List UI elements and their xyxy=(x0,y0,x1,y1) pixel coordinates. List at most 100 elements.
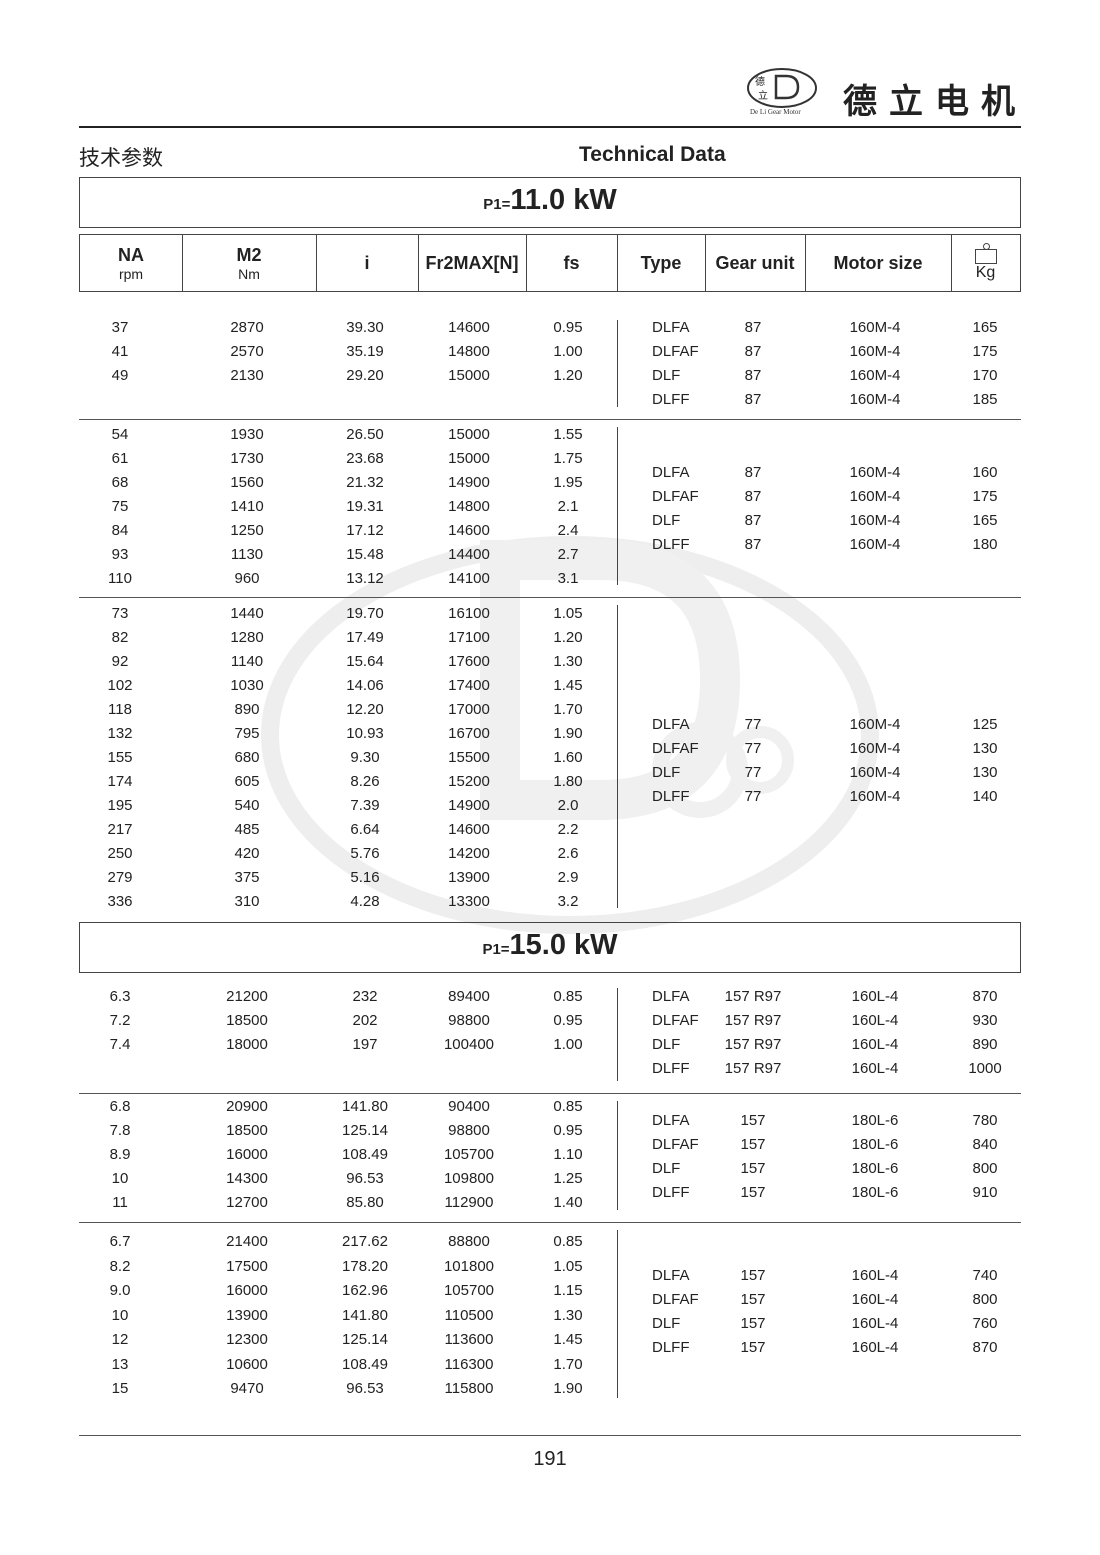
group-divider xyxy=(79,1222,1021,1223)
cell-fs: 2.4 xyxy=(557,522,579,539)
cell-gear-unit: 87 xyxy=(744,536,762,553)
cell-weight: 185 xyxy=(972,391,998,408)
cell-gear-unit: 157 xyxy=(740,1160,766,1177)
cell-weight: 165 xyxy=(972,512,998,529)
cell-m2: 18500 xyxy=(226,1012,268,1029)
cell-fr2max: 14900 xyxy=(448,797,490,814)
cell-fs: 3.1 xyxy=(557,570,579,587)
cell-gear-unit: 87 xyxy=(744,464,762,481)
cell-type: DLFF xyxy=(652,1060,690,1077)
cell-fr2max: 14400 xyxy=(448,546,490,563)
cell-motor-size: 160M-4 xyxy=(849,488,901,505)
cell-na: 13 xyxy=(111,1355,129,1373)
col-gear-unit: Gear unit xyxy=(705,235,806,291)
cell-weight: 890 xyxy=(972,1036,998,1053)
cell-gear-unit: 157 R97 xyxy=(724,1036,782,1053)
cell-na: 68 xyxy=(111,474,129,491)
cell-weight: 125 xyxy=(972,716,998,733)
cell-m2: 485 xyxy=(234,821,260,838)
cell-weight: 780 xyxy=(972,1112,998,1129)
cell-na: 82 xyxy=(111,629,129,646)
cell-fr2max: 14800 xyxy=(448,343,490,360)
cell-type: DLF xyxy=(652,367,681,384)
column-divider xyxy=(617,320,618,407)
power-banner-1: P1=11.0 kW xyxy=(79,177,1021,228)
cell-m2: 795 xyxy=(234,725,260,742)
cell-weight: 1000 xyxy=(968,1060,1002,1077)
cell-ratio: 4.28 xyxy=(350,893,380,910)
cell-motor-size: 160M-4 xyxy=(849,536,901,553)
cell-m2: 16000 xyxy=(226,1146,268,1163)
cell-motor-size: 160L-4 xyxy=(851,1339,899,1356)
cell-gear-unit: 157 xyxy=(740,1136,766,1153)
cell-m2: 21400 xyxy=(226,1233,268,1250)
cell-ratio: 125.14 xyxy=(342,1331,388,1348)
cell-type: DLFF xyxy=(652,788,690,805)
cell-fs: 2.9 xyxy=(557,869,579,886)
cell-na: 195 xyxy=(107,797,133,814)
cell-motor-size: 160L-4 xyxy=(851,1036,899,1053)
cell-motor-size: 160M-4 xyxy=(849,788,901,805)
power-value: 11.0 kW xyxy=(510,184,617,216)
cell-type: DLFA xyxy=(652,988,690,1005)
cell-na: 118 xyxy=(108,701,132,718)
weight-icon xyxy=(974,242,997,264)
cell-m2: 1140 xyxy=(230,653,264,670)
cell-fs: 1.95 xyxy=(553,474,583,491)
cell-m2: 1410 xyxy=(230,498,264,515)
cell-ratio: 125.14 xyxy=(342,1122,388,1139)
cell-weight: 130 xyxy=(972,740,998,757)
cell-fs: 0.95 xyxy=(553,319,583,336)
cell-fs: 1.05 xyxy=(553,1257,583,1275)
cell-na: 7.4 xyxy=(109,1036,131,1053)
cell-fs: 1.45 xyxy=(553,1331,583,1348)
cell-m2: 2570 xyxy=(230,343,264,360)
col-motor-size: Motor size xyxy=(805,235,952,291)
cell-ratio: 108.49 xyxy=(342,1355,388,1373)
cell-ratio: 35.19 xyxy=(346,343,384,360)
cell-ratio: 6.64 xyxy=(350,821,380,838)
cell-type: DLFF xyxy=(652,1339,690,1356)
cell-ratio: 5.76 xyxy=(350,845,380,862)
cell-fs: 1.00 xyxy=(553,343,583,360)
group-divider xyxy=(79,597,1021,598)
title-cn: 技术参数 xyxy=(79,147,163,170)
cell-fr2max: 110500 xyxy=(444,1306,494,1324)
cell-ratio: 85.80 xyxy=(346,1194,384,1211)
cell-fs: 2.7 xyxy=(557,546,579,563)
cell-fr2max: 14600 xyxy=(448,821,490,838)
cell-fs: 1.45 xyxy=(553,677,583,694)
cell-fr2max: 17400 xyxy=(448,677,490,694)
column-divider xyxy=(617,605,618,908)
cell-fr2max: 15000 xyxy=(448,426,490,443)
cell-gear-unit: 87 xyxy=(744,391,762,408)
cell-weight: 740 xyxy=(972,1267,998,1284)
cell-fr2max: 17000 xyxy=(448,701,490,718)
cell-fs: 2.1 xyxy=(557,498,579,515)
cell-motor-size: 160M-4 xyxy=(849,367,901,384)
cell-gear-unit: 157 xyxy=(740,1339,766,1356)
cell-fs: 1.40 xyxy=(553,1194,583,1211)
cell-na: 61 xyxy=(111,450,129,467)
col-fr: Fr2MAX[N] xyxy=(418,235,527,291)
cell-ratio: 96.53 xyxy=(346,1170,384,1187)
cell-fs: 1.70 xyxy=(553,701,583,718)
cell-ratio: 96.53 xyxy=(346,1380,384,1397)
col-na: NA rpm xyxy=(80,235,183,291)
cell-fs: 1.90 xyxy=(553,725,583,742)
cell-fr2max: 113600 xyxy=(444,1331,494,1348)
power-prefix: P1= xyxy=(482,941,510,958)
cell-na: 84 xyxy=(111,522,129,539)
cell-fs: 1.20 xyxy=(553,367,583,384)
cell-m2: 21200 xyxy=(226,988,268,1005)
cell-fr2max: 89400 xyxy=(448,988,490,1005)
cell-ratio: 15.64 xyxy=(346,653,384,670)
cell-fr2max: 15000 xyxy=(448,367,490,384)
cell-ratio: 15.48 xyxy=(346,546,384,563)
cell-type: DLFA xyxy=(652,1112,690,1129)
svg-text:立: 立 xyxy=(758,89,768,102)
cell-fs: 3.2 xyxy=(557,893,579,910)
cell-na: 15 xyxy=(111,1380,129,1397)
cell-gear-unit: 157 R97 xyxy=(724,988,782,1005)
